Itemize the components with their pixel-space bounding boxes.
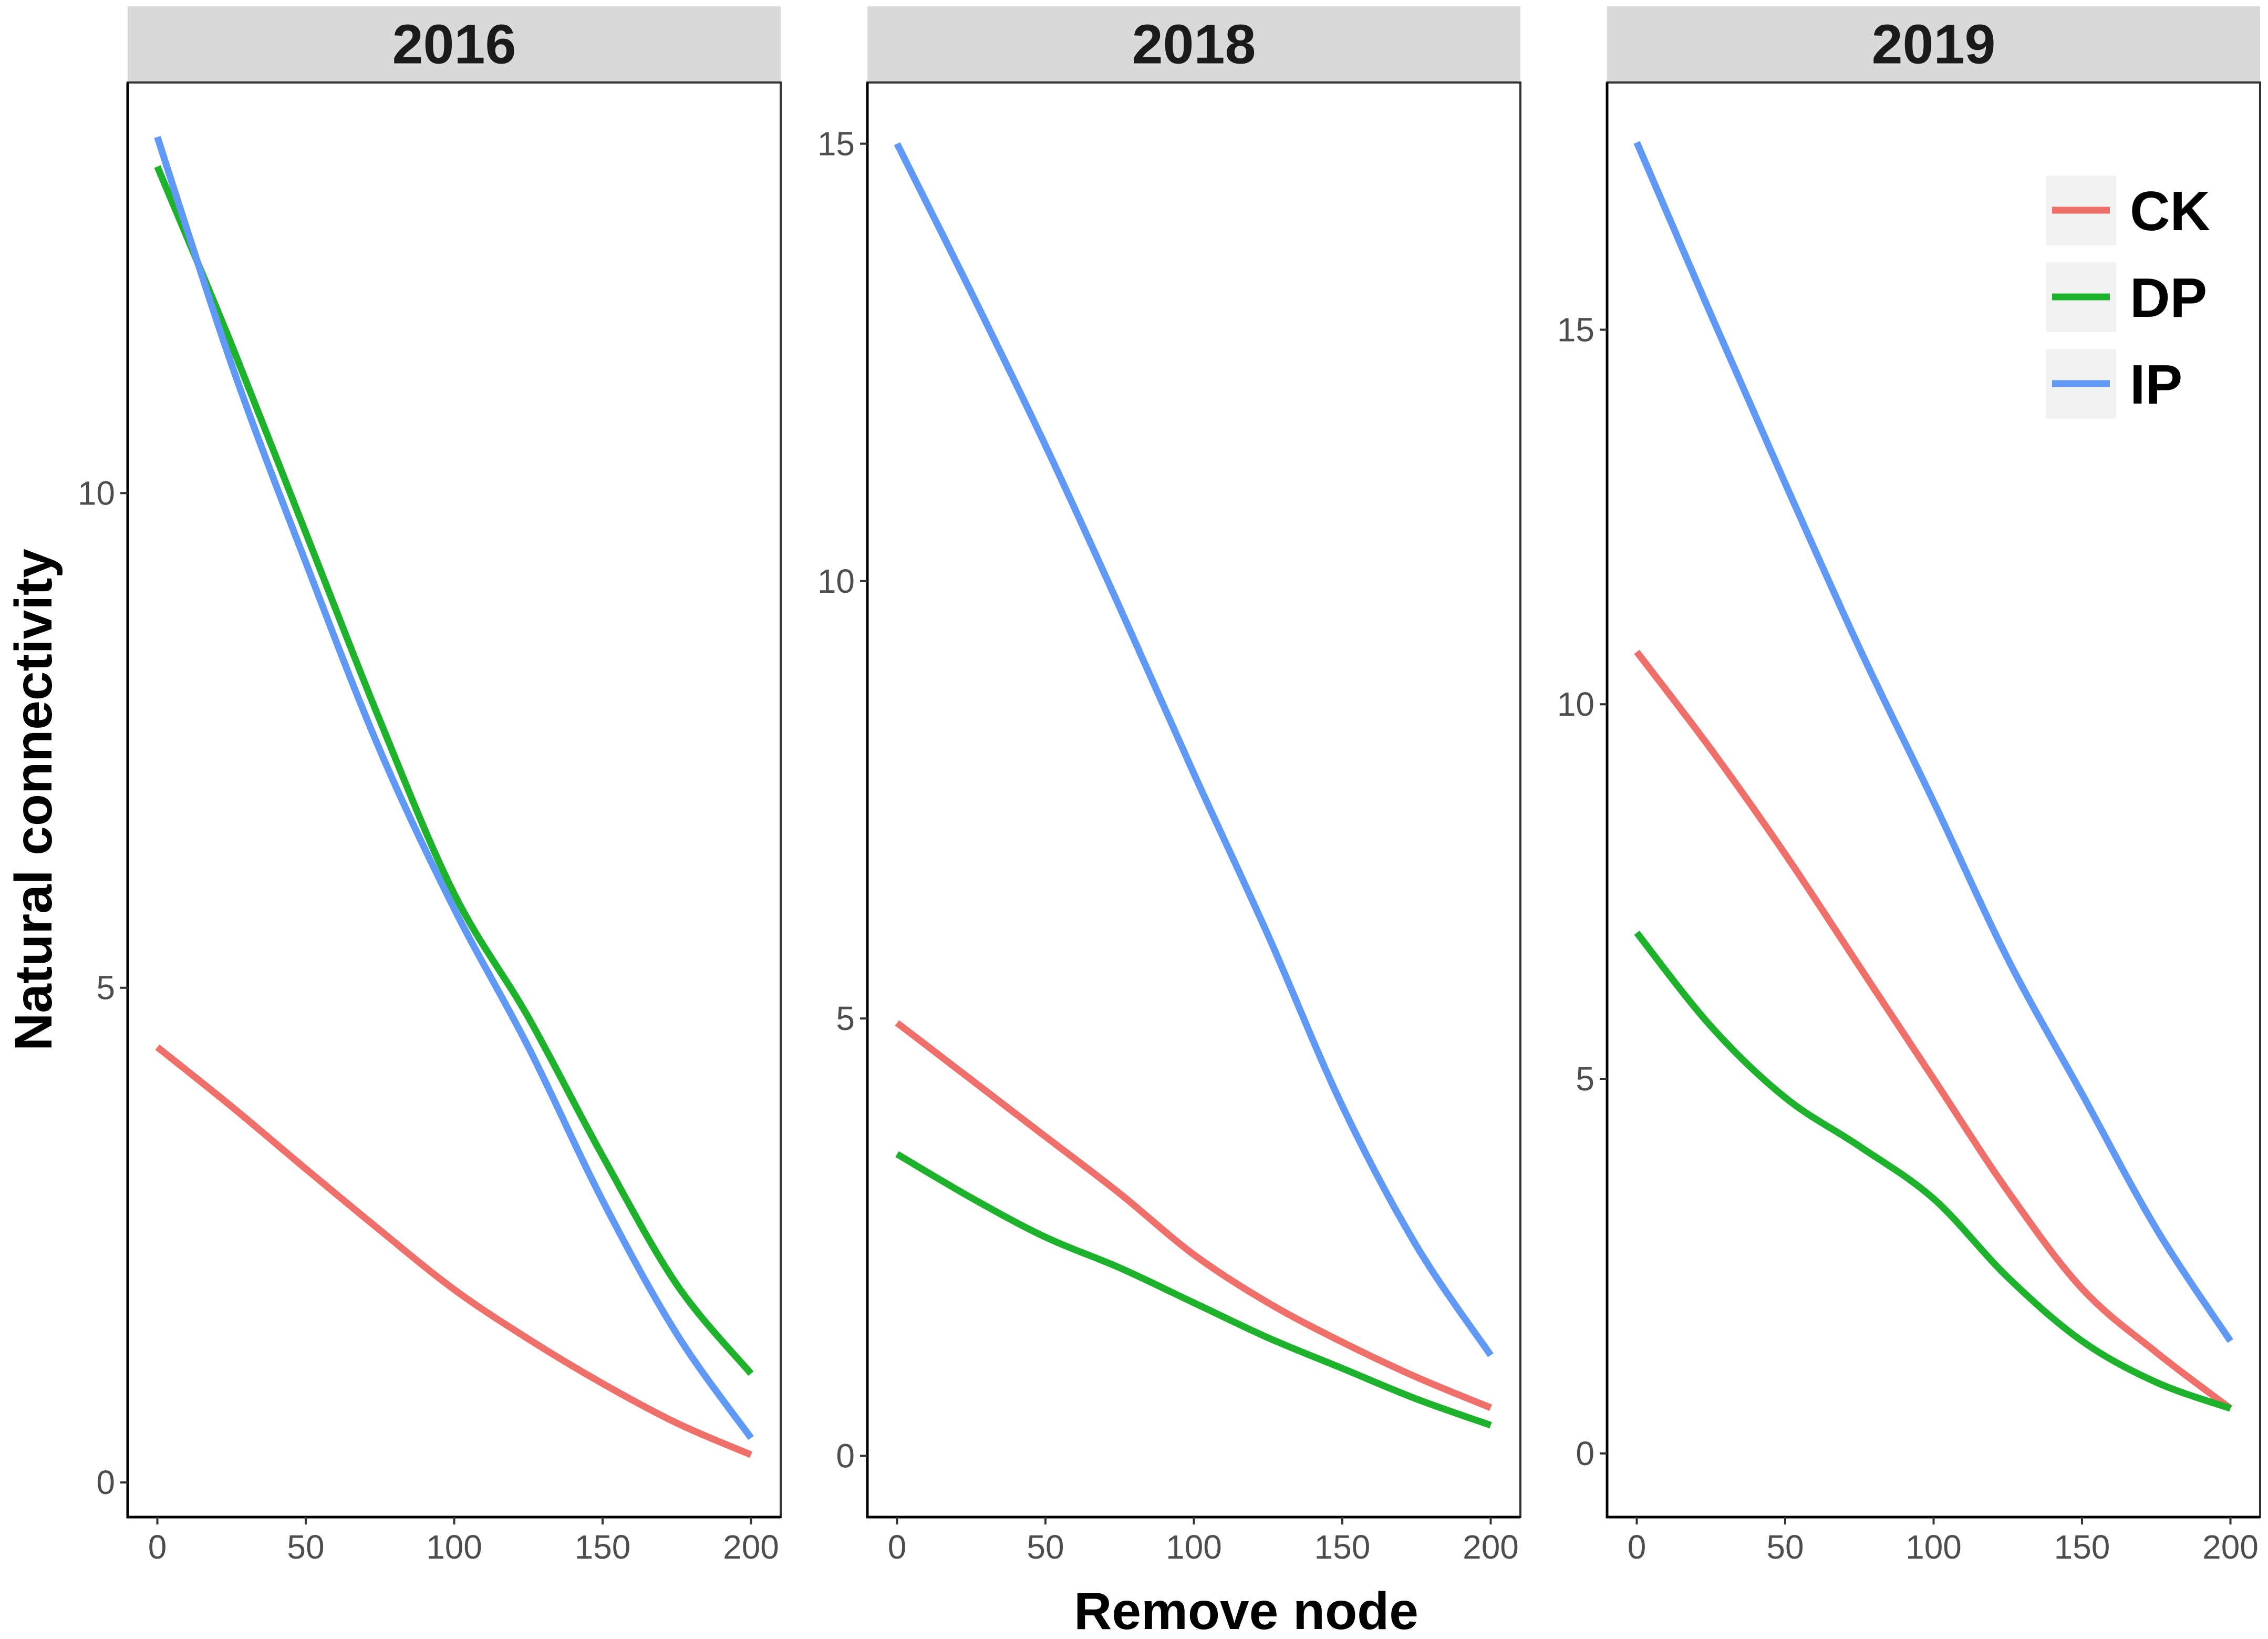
x-tick-label: 150: [575, 1528, 631, 1566]
panel-strip: [128, 6, 781, 81]
y-tick-label: 10: [1557, 685, 1594, 723]
y-tick-label: 0: [836, 1437, 855, 1475]
x-axis-title: Remove node: [1074, 1582, 1418, 1639]
legend-label: DP: [2130, 267, 2207, 329]
x-tick-label: 150: [2054, 1528, 2110, 1566]
y-tick-label: 10: [817, 562, 855, 600]
x-tick-label: 100: [1905, 1528, 1962, 1566]
x-tick-label: 200: [2202, 1528, 2259, 1566]
panel-strip: [867, 6, 1520, 81]
panel-title: 2018: [1132, 14, 1256, 76]
y-tick-label: 15: [1557, 311, 1594, 348]
x-tick-label: 200: [1463, 1528, 1519, 1566]
series-line-dp: [895, 1151, 1492, 1429]
y-tick-label: 5: [836, 999, 855, 1037]
x-tick-label: 0: [888, 1528, 907, 1566]
plot-area: [866, 81, 1521, 1518]
series-line-ck: [1634, 650, 2233, 1411]
series-line-ip: [1633, 141, 2233, 1343]
x-tick-label: 50: [1027, 1528, 1064, 1566]
series-line-dp: [1634, 930, 2232, 1412]
legend-label: IP: [2130, 354, 2182, 416]
series-line-ip: [154, 136, 754, 1440]
panel-title: 2019: [1872, 14, 1996, 76]
legend: CK DP IP: [2046, 176, 2210, 419]
x-tick-label: 100: [1166, 1528, 1222, 1566]
legend-label: CK: [2130, 180, 2210, 242]
x-tick-label: 0: [1628, 1528, 1646, 1566]
y-tick-label: 5: [96, 969, 115, 1007]
y-tick-label: 0: [96, 1463, 115, 1501]
y-axis-title: Natural connectivity: [4, 549, 63, 1051]
series-line-dp: [154, 165, 754, 1376]
x-tick-label: 50: [287, 1528, 324, 1566]
series-line-ck: [895, 1020, 1492, 1411]
series-line-ip: [894, 142, 1494, 1357]
panel-strip: [1607, 6, 2260, 81]
x-tick-label: 100: [426, 1528, 482, 1566]
y-tick-label: 15: [817, 125, 855, 163]
panel-title: 2016: [392, 14, 516, 76]
x-tick-label: 150: [1314, 1528, 1371, 1566]
plot-area: [127, 81, 782, 1518]
x-tick-label: 0: [148, 1528, 167, 1566]
x-tick-label: 50: [1766, 1528, 1804, 1566]
series-line-ck: [155, 1044, 753, 1458]
y-tick-label: 5: [1576, 1060, 1594, 1098]
y-tick-label: 0: [1576, 1435, 1594, 1472]
x-tick-label: 200: [723, 1528, 779, 1566]
y-tick-label: 10: [78, 474, 115, 512]
